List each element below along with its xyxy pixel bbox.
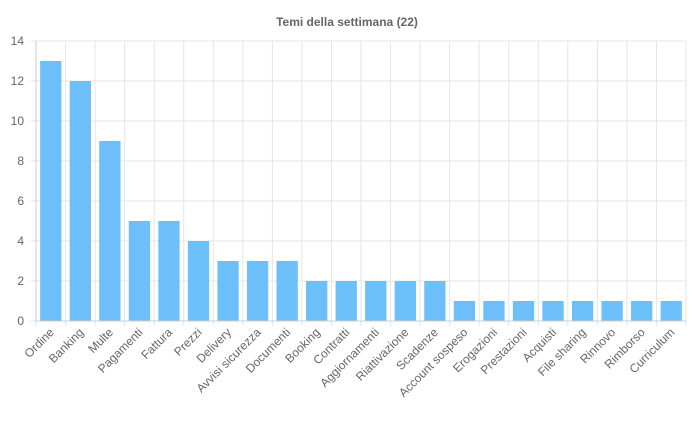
bar-riattivazione[interactable] — [394, 281, 416, 321]
bar-fattura[interactable] — [158, 221, 180, 321]
bar-pagamenti[interactable] — [128, 221, 151, 321]
bar-banking[interactable] — [69, 81, 91, 321]
chart-title: Temi della settimana (22) — [276, 15, 418, 29]
y-tick-label: 2 — [17, 274, 24, 288]
y-tick-label: 6 — [17, 194, 24, 208]
bar-account-sospeso[interactable] — [453, 301, 476, 321]
y-tick-label: 14 — [11, 34, 25, 48]
bar-ordine[interactable] — [40, 61, 62, 321]
bar-booking[interactable] — [306, 281, 328, 321]
bar-acquisti[interactable] — [542, 301, 564, 321]
bars — [40, 61, 682, 321]
bar-curriculum[interactable] — [660, 301, 682, 321]
bar-contratti[interactable] — [335, 281, 357, 321]
bar-documenti[interactable] — [276, 261, 298, 321]
y-tick-label: 0 — [17, 314, 24, 328]
y-tick-label: 10 — [11, 114, 25, 128]
bar-prestazioni[interactable] — [512, 301, 535, 321]
bar-prezzi[interactable] — [187, 241, 210, 321]
bar-delivery[interactable] — [217, 261, 239, 321]
bar-erogazioni[interactable] — [483, 301, 505, 321]
y-tick-label: 4 — [17, 234, 24, 248]
y-tick-labels: 0 2 4 6 8 10 12 14 — [11, 34, 25, 328]
x-tick-label: Fattura — [138, 325, 175, 362]
bar-avvisi-sicurezza[interactable] — [246, 261, 269, 321]
grid-lines — [31, 40, 687, 326]
bar-multe[interactable] — [99, 141, 121, 321]
bar-scadenze[interactable] — [424, 281, 446, 321]
bar-file-sharing[interactable] — [571, 301, 594, 321]
y-tick-label: 12 — [11, 74, 25, 88]
bar-rinnovo[interactable] — [601, 301, 623, 321]
x-tick-labels: OrdineBankingMultePagamentiFatturaPrezzi… — [22, 325, 678, 400]
bar-aggiornamenti[interactable] — [365, 281, 387, 321]
axes — [35, 41, 686, 322]
bar-rimborso[interactable] — [631, 301, 653, 321]
y-tick-label: 8 — [17, 154, 24, 168]
